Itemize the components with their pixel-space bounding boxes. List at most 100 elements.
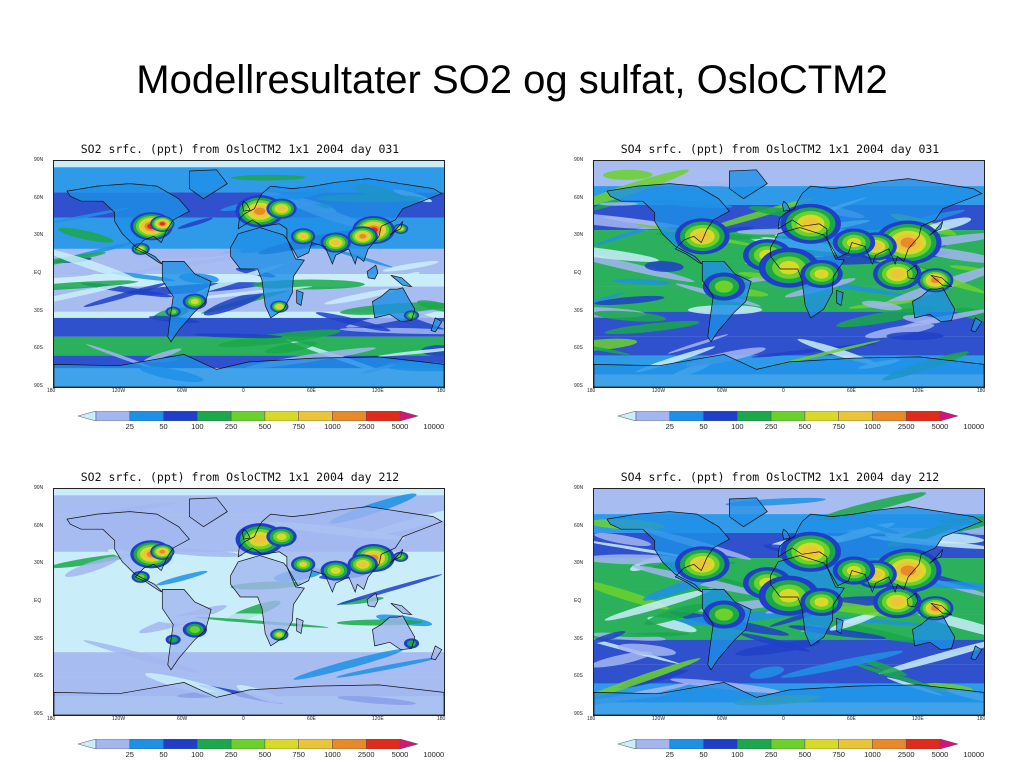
lat-tick-label: 60S	[574, 673, 583, 680]
land-field-antarctica	[54, 682, 444, 715]
lon-tick-label: 60E	[847, 388, 856, 394]
land-field-greenland	[189, 169, 228, 199]
lon-tick-label: 0	[242, 716, 245, 722]
coastline-greenland	[729, 497, 768, 528]
lon-tick-label: 180	[437, 388, 446, 394]
land-field-nz	[971, 317, 982, 332]
coastline-africa	[770, 555, 845, 647]
plume-streak	[156, 548, 243, 557]
colorbar-level-label: 10000	[423, 750, 445, 759]
concentration-hotspot	[276, 632, 283, 637]
lat-tick-label: 30S	[34, 307, 43, 314]
lon-tick-label: 0	[242, 388, 245, 394]
panel-title: SO4 srfc. (ppt) from OsloCTM2 1x1 2004 d…	[620, 142, 940, 156]
land-field-eurasia	[778, 506, 982, 592]
map-plot	[593, 488, 985, 716]
map-plot	[53, 160, 445, 388]
colorbar-swatch	[95, 738, 131, 750]
colorbar-swatch	[332, 410, 367, 422]
colorbar-swatch	[872, 738, 907, 750]
plume-streak	[293, 649, 404, 680]
coastline-eurasia	[237, 178, 443, 266]
concentration-hotspot	[190, 298, 199, 305]
lat-tick-label: 60N	[574, 522, 584, 529]
coastline-japan	[389, 221, 404, 236]
plume-streak	[594, 580, 669, 610]
coastline-antarctica	[594, 682, 984, 715]
lon-tick-label: 120E	[372, 716, 384, 722]
colorbar-labels: 25 50 100 250 500 750 1000 2500 5000 10000	[618, 422, 985, 432]
plume-streak	[54, 273, 94, 279]
lon-tick-label: 60E	[307, 716, 316, 722]
concentration-hotspot	[277, 205, 286, 212]
plume-streak	[324, 288, 399, 305]
coastline-africa	[230, 555, 305, 647]
lon-tick-label: 120W	[652, 388, 666, 394]
lon-tick-label: 180	[47, 388, 56, 394]
colorbar-swatch	[230, 738, 266, 750]
coastline-britain	[782, 528, 791, 540]
lat-tick-label: 30N	[574, 232, 584, 239]
land-field-greenland	[729, 169, 768, 199]
lon-tick-label: 0	[782, 716, 785, 722]
colorbar-swatch	[230, 410, 266, 422]
plume-streak	[836, 306, 936, 328]
colorbar-level-label: 50	[159, 750, 168, 759]
coastline-japan	[929, 221, 944, 236]
plume-streak	[735, 640, 821, 656]
colorbar-level-label: 5000	[931, 750, 949, 759]
plume-streak	[859, 657, 908, 676]
colorbar-level-label: 750	[832, 422, 845, 431]
plume-streak	[594, 310, 666, 322]
concentration-hotspot	[802, 218, 819, 230]
plume-streak	[64, 556, 120, 577]
coastline-africa	[230, 227, 305, 319]
land-field-antarctica	[54, 354, 444, 387]
concentration-hotspot	[159, 549, 166, 554]
map-panel-so2-day212: SO2 srfc. (ppt) from OsloCTM2 1x1 2004 d…	[30, 470, 450, 760]
concentration-hotspot	[890, 269, 904, 279]
plume-streak	[54, 207, 131, 223]
colorbar-under-triangle	[617, 410, 637, 422]
colorbar-swatches	[617, 738, 959, 750]
colorbar-swatch	[264, 410, 299, 422]
land-field-eurasia	[778, 178, 982, 264]
concentration-hotspot	[276, 533, 287, 541]
coastline-antarctica	[54, 354, 444, 387]
colorbar-level-label: 50	[699, 750, 708, 759]
colorbar-level-label: 750	[292, 750, 305, 759]
coastline-nz	[970, 317, 983, 333]
colorbar-level-label: 10000	[963, 750, 985, 759]
coastline-southAmerica	[161, 261, 212, 343]
plume-streak	[749, 666, 785, 679]
colorbar-level-label: 25	[125, 422, 134, 431]
land-field-newGuinea	[390, 603, 412, 615]
lat-tick-label: EQ	[34, 270, 42, 276]
concentration-hotspot	[900, 237, 916, 248]
lat-tick-label: 90N	[574, 485, 584, 491]
panel-title: SO2 srfc. (ppt) from OsloCTM2 1x1 2004 d…	[80, 470, 400, 484]
colorbar-swatches	[617, 410, 959, 422]
concentration-hotspot	[900, 565, 916, 576]
plume-streak	[177, 217, 213, 229]
plume-streak	[956, 522, 984, 532]
coastline-madagascar	[836, 617, 844, 634]
colorbar-swatch	[95, 410, 131, 422]
lon-tick-label: 60W	[177, 716, 188, 722]
colorbar-over-triangle	[939, 738, 959, 750]
colorbar-level-label: 750	[292, 422, 305, 431]
coastline-northAmerica	[66, 511, 190, 593]
plume-streak	[955, 307, 984, 323]
concentration-hotspot	[189, 626, 201, 634]
panel-title: SO2 srfc. (ppt) from OsloCTM2 1x1 2004 d…	[80, 142, 400, 156]
lat-tick-label: 30N	[34, 232, 44, 239]
colorbar-labels: 25 50 100 250 500 750 1000 2500 5000 10000	[78, 422, 445, 432]
colorbar-under-triangle	[77, 738, 97, 750]
lat-tick-label: 90S	[574, 383, 583, 389]
land-field-nz	[971, 645, 982, 660]
map-panel-so2-day031: SO2 srfc. (ppt) from OsloCTM2 1x1 2004 d…	[30, 142, 450, 432]
coastline-northAmerica	[606, 183, 730, 265]
concentration-hotspot	[359, 234, 367, 239]
lon-tick-label: 60E	[847, 716, 856, 722]
concentration-hotspot	[846, 237, 862, 248]
